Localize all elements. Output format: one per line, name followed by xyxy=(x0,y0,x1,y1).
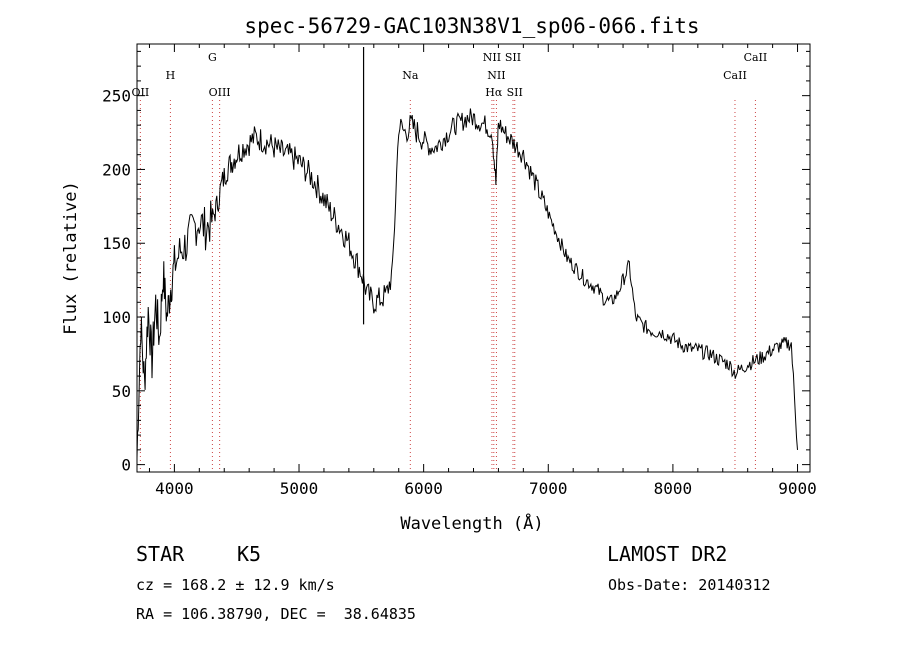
x-tick-label: 5000 xyxy=(280,479,319,498)
emission-line-label: NII xyxy=(487,69,505,82)
y-tick-label: 200 xyxy=(102,160,131,179)
emission-line-label: SII xyxy=(505,51,521,64)
x-tick-label: 4000 xyxy=(155,479,194,498)
x-tick-label: 9000 xyxy=(778,479,817,498)
emission-line-label: OII xyxy=(132,86,150,99)
emission-line-label: G xyxy=(208,51,217,64)
y-axis-ticks: 0 50 100 150 200 250 xyxy=(102,50,810,475)
emission-line-label: Hα xyxy=(485,86,503,99)
spectrum-series-line xyxy=(136,108,798,458)
coordinates: RA = 106.38790, DEC = 38.64835 xyxy=(136,605,416,623)
y-tick-label: 250 xyxy=(102,87,131,106)
x-tick-label: 7000 xyxy=(529,479,568,498)
emission-line-label: Na xyxy=(402,69,419,82)
emission-line-label: CaII xyxy=(744,51,768,64)
x-axis-ticks: 4000 5000 6000 7000 8000 9000 xyxy=(148,44,817,498)
y-tick-label: 0 xyxy=(121,456,131,475)
redshift-velocity: cz = 168.2 ± 12.9 km/s xyxy=(136,576,335,594)
emission-line-markers xyxy=(139,100,756,472)
y-tick-label: 50 xyxy=(112,382,131,401)
plot-frame xyxy=(136,43,811,473)
observation-date: Obs-Date: 20140312 xyxy=(608,576,771,594)
emission-line-label: SII xyxy=(507,86,523,99)
y-tick-label: 100 xyxy=(102,308,131,327)
y-axis-label: Flux (relative) xyxy=(61,181,81,335)
survey-name: LAMOST DR2 xyxy=(607,542,728,566)
x-tick-label: 8000 xyxy=(654,479,693,498)
x-tick-label: 6000 xyxy=(404,479,443,498)
x-axis-label: Wavelength (Å) xyxy=(400,512,543,534)
emission-line-label: CaII xyxy=(723,69,747,82)
object-class: STAR xyxy=(136,542,185,566)
chart-title: spec-56729-GAC103N38V1_sp06-066.fits xyxy=(244,14,699,38)
object-subclass: K5 xyxy=(237,542,262,566)
emission-line-label: H xyxy=(166,69,176,82)
y-tick-label: 150 xyxy=(102,234,131,253)
emission-line-label: OIII xyxy=(209,86,231,99)
emission-line-label: NII xyxy=(483,51,501,64)
